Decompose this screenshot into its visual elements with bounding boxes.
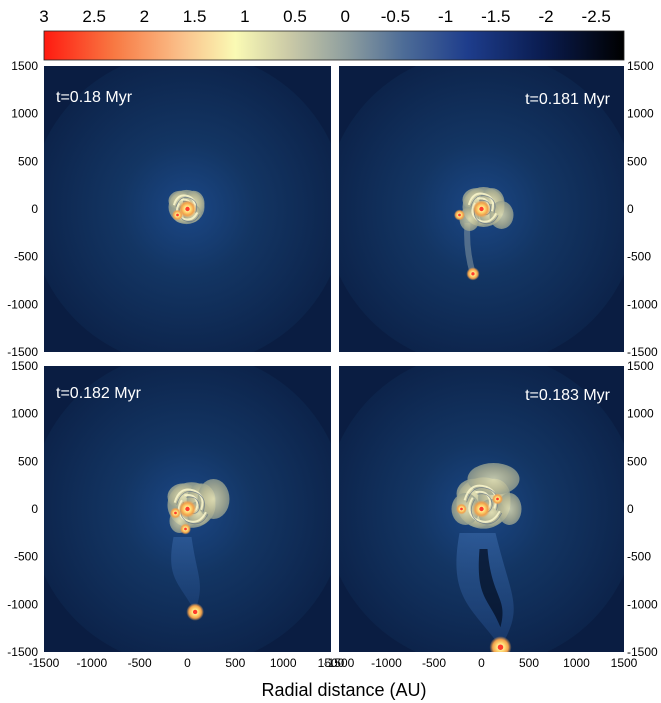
colorbar-tick-label: 1.5 [183, 7, 207, 26]
panel-time-label: t=0.183 Myr [525, 387, 611, 404]
x-tick-label: 500 [519, 656, 539, 670]
x-tick-label: -1500 [324, 656, 355, 670]
y-tick-label-right: 1500 [627, 359, 654, 373]
y-tick-label-right: 500 [627, 454, 647, 468]
x-tick-label: 1000 [270, 656, 297, 670]
y-tick-label-left: -1500 [7, 645, 38, 659]
star-core [174, 511, 177, 515]
star-core [471, 272, 475, 276]
star-glow [489, 636, 512, 652]
y-tick-label-right: 1000 [627, 107, 654, 121]
x-axis-label: Radial distance (AU) [261, 680, 426, 700]
y-tick-label-left: -1500 [7, 345, 38, 359]
axis-tick-labels: -1500-1000-500050010001500-1500-1000-500… [7, 59, 658, 670]
colorbar-tick-label: -1.5 [481, 7, 510, 26]
y-tick-label-right: 500 [627, 154, 647, 168]
x-tick-label: 1500 [318, 656, 345, 670]
y-tick-label-right: -1500 [627, 645, 658, 659]
x-tick-label: -1500 [29, 656, 60, 670]
x-tick-label: 1000 [563, 656, 590, 670]
y-tick-label-left: 500 [18, 154, 38, 168]
star-core [185, 506, 190, 512]
star-core [176, 213, 179, 217]
y-tick-label-left: 1500 [11, 59, 38, 73]
panel-bottom-right: t=0.183 Myr [339, 366, 624, 652]
x-tick-label: -500 [128, 656, 152, 670]
y-tick-label-right: 0 [627, 502, 634, 516]
colorbar-tick-label: -1 [438, 7, 453, 26]
y-tick-label-right: -1000 [627, 597, 658, 611]
colorbar-tick-label: 0 [340, 7, 349, 26]
y-tick-label-right: 1500 [627, 59, 654, 73]
y-tick-label-left: 0 [31, 202, 38, 216]
y-tick-label-left: -1000 [7, 597, 38, 611]
star-core [192, 609, 198, 615]
star-core [184, 527, 187, 531]
colorbar-gradient [43, 30, 625, 61]
tidal-tail [171, 537, 200, 612]
disk-lobe [489, 201, 514, 229]
colorbar: 3 2.5 2 1.5 1 0.5 0 -0.5 -1 -1.5 -2 -2.5 [39, 7, 625, 61]
colorbar-tick-label: 1 [240, 7, 249, 26]
panel-time-label: t=0.18 Myr [56, 89, 133, 106]
x-tick-label: 0 [184, 656, 191, 670]
spiral-arm-shadow [175, 197, 198, 213]
disk-lobe [497, 493, 522, 525]
star-core [496, 497, 499, 501]
y-tick-label-left: -500 [14, 250, 38, 264]
panel-top-right: t=0.181 Myr [339, 66, 624, 352]
y-tick-label-right: -1500 [627, 345, 658, 359]
x-tick-label: -1000 [371, 656, 402, 670]
tail-cavity [478, 549, 503, 628]
panels: t=0.18 Myr t=0.181 Myr t=0.182 Myr t=0.183 … [44, 66, 624, 652]
star-core [458, 213, 461, 217]
y-tick-label-right: -500 [627, 250, 651, 264]
colorbar-tick-label: 2.5 [82, 7, 106, 26]
panel-top-left: t=0.18 Myr [44, 66, 331, 352]
x-tick-label: 0 [478, 656, 485, 670]
disk-lobe [467, 463, 520, 495]
star-core [479, 206, 484, 212]
colorbar-tick-label: -2 [538, 7, 553, 26]
panel-time-label: t=0.181 Myr [525, 91, 611, 108]
spiral-arm-shadow [470, 499, 503, 525]
star-core [460, 507, 463, 511]
y-tick-label-right: 1000 [627, 407, 654, 421]
colorbar-tick-label: -2.5 [582, 7, 611, 26]
colorbar-tick-labels: 3 2.5 2 1.5 1 0.5 0 -0.5 -1 -1.5 -2 -2.5 [39, 7, 611, 26]
y-tick-label-right: 0 [627, 202, 634, 216]
y-tick-label-right: -1000 [627, 297, 658, 311]
y-tick-label-left: 500 [18, 454, 38, 468]
y-tick-label-left: 1000 [11, 107, 38, 121]
x-tick-label: -1000 [76, 656, 107, 670]
panel-time-label: t=0.182 Myr [56, 385, 142, 402]
spiral-arm [467, 192, 495, 212]
x-tick-label: 1500 [611, 656, 638, 670]
y-tick-label-left: 1500 [11, 359, 38, 373]
colorbar-tick-label: -0.5 [381, 7, 410, 26]
y-tick-label-left: 0 [31, 502, 38, 516]
spiral-arm-shadow [470, 195, 496, 214]
spiral-arm-shadow [176, 491, 205, 512]
y-tick-label-left: -500 [14, 550, 38, 564]
disk-lobe [197, 479, 230, 519]
star-core [497, 644, 504, 650]
x-tick-label: 500 [225, 656, 245, 670]
y-tick-label-left: -1000 [7, 297, 38, 311]
x-tick-label: -500 [422, 656, 446, 670]
star-core [185, 206, 190, 212]
y-tick-label-right: -500 [627, 550, 651, 564]
star-core [479, 506, 484, 512]
colorbar-tick-label: 0.5 [283, 7, 307, 26]
colorbar-tick-label: 3 [39, 7, 48, 26]
spiral-arm [173, 488, 204, 511]
colorbar-tick-label: 2 [140, 7, 149, 26]
y-tick-label-left: 1000 [11, 407, 38, 421]
panel-bottom-left: t=0.182 Myr [44, 366, 331, 652]
